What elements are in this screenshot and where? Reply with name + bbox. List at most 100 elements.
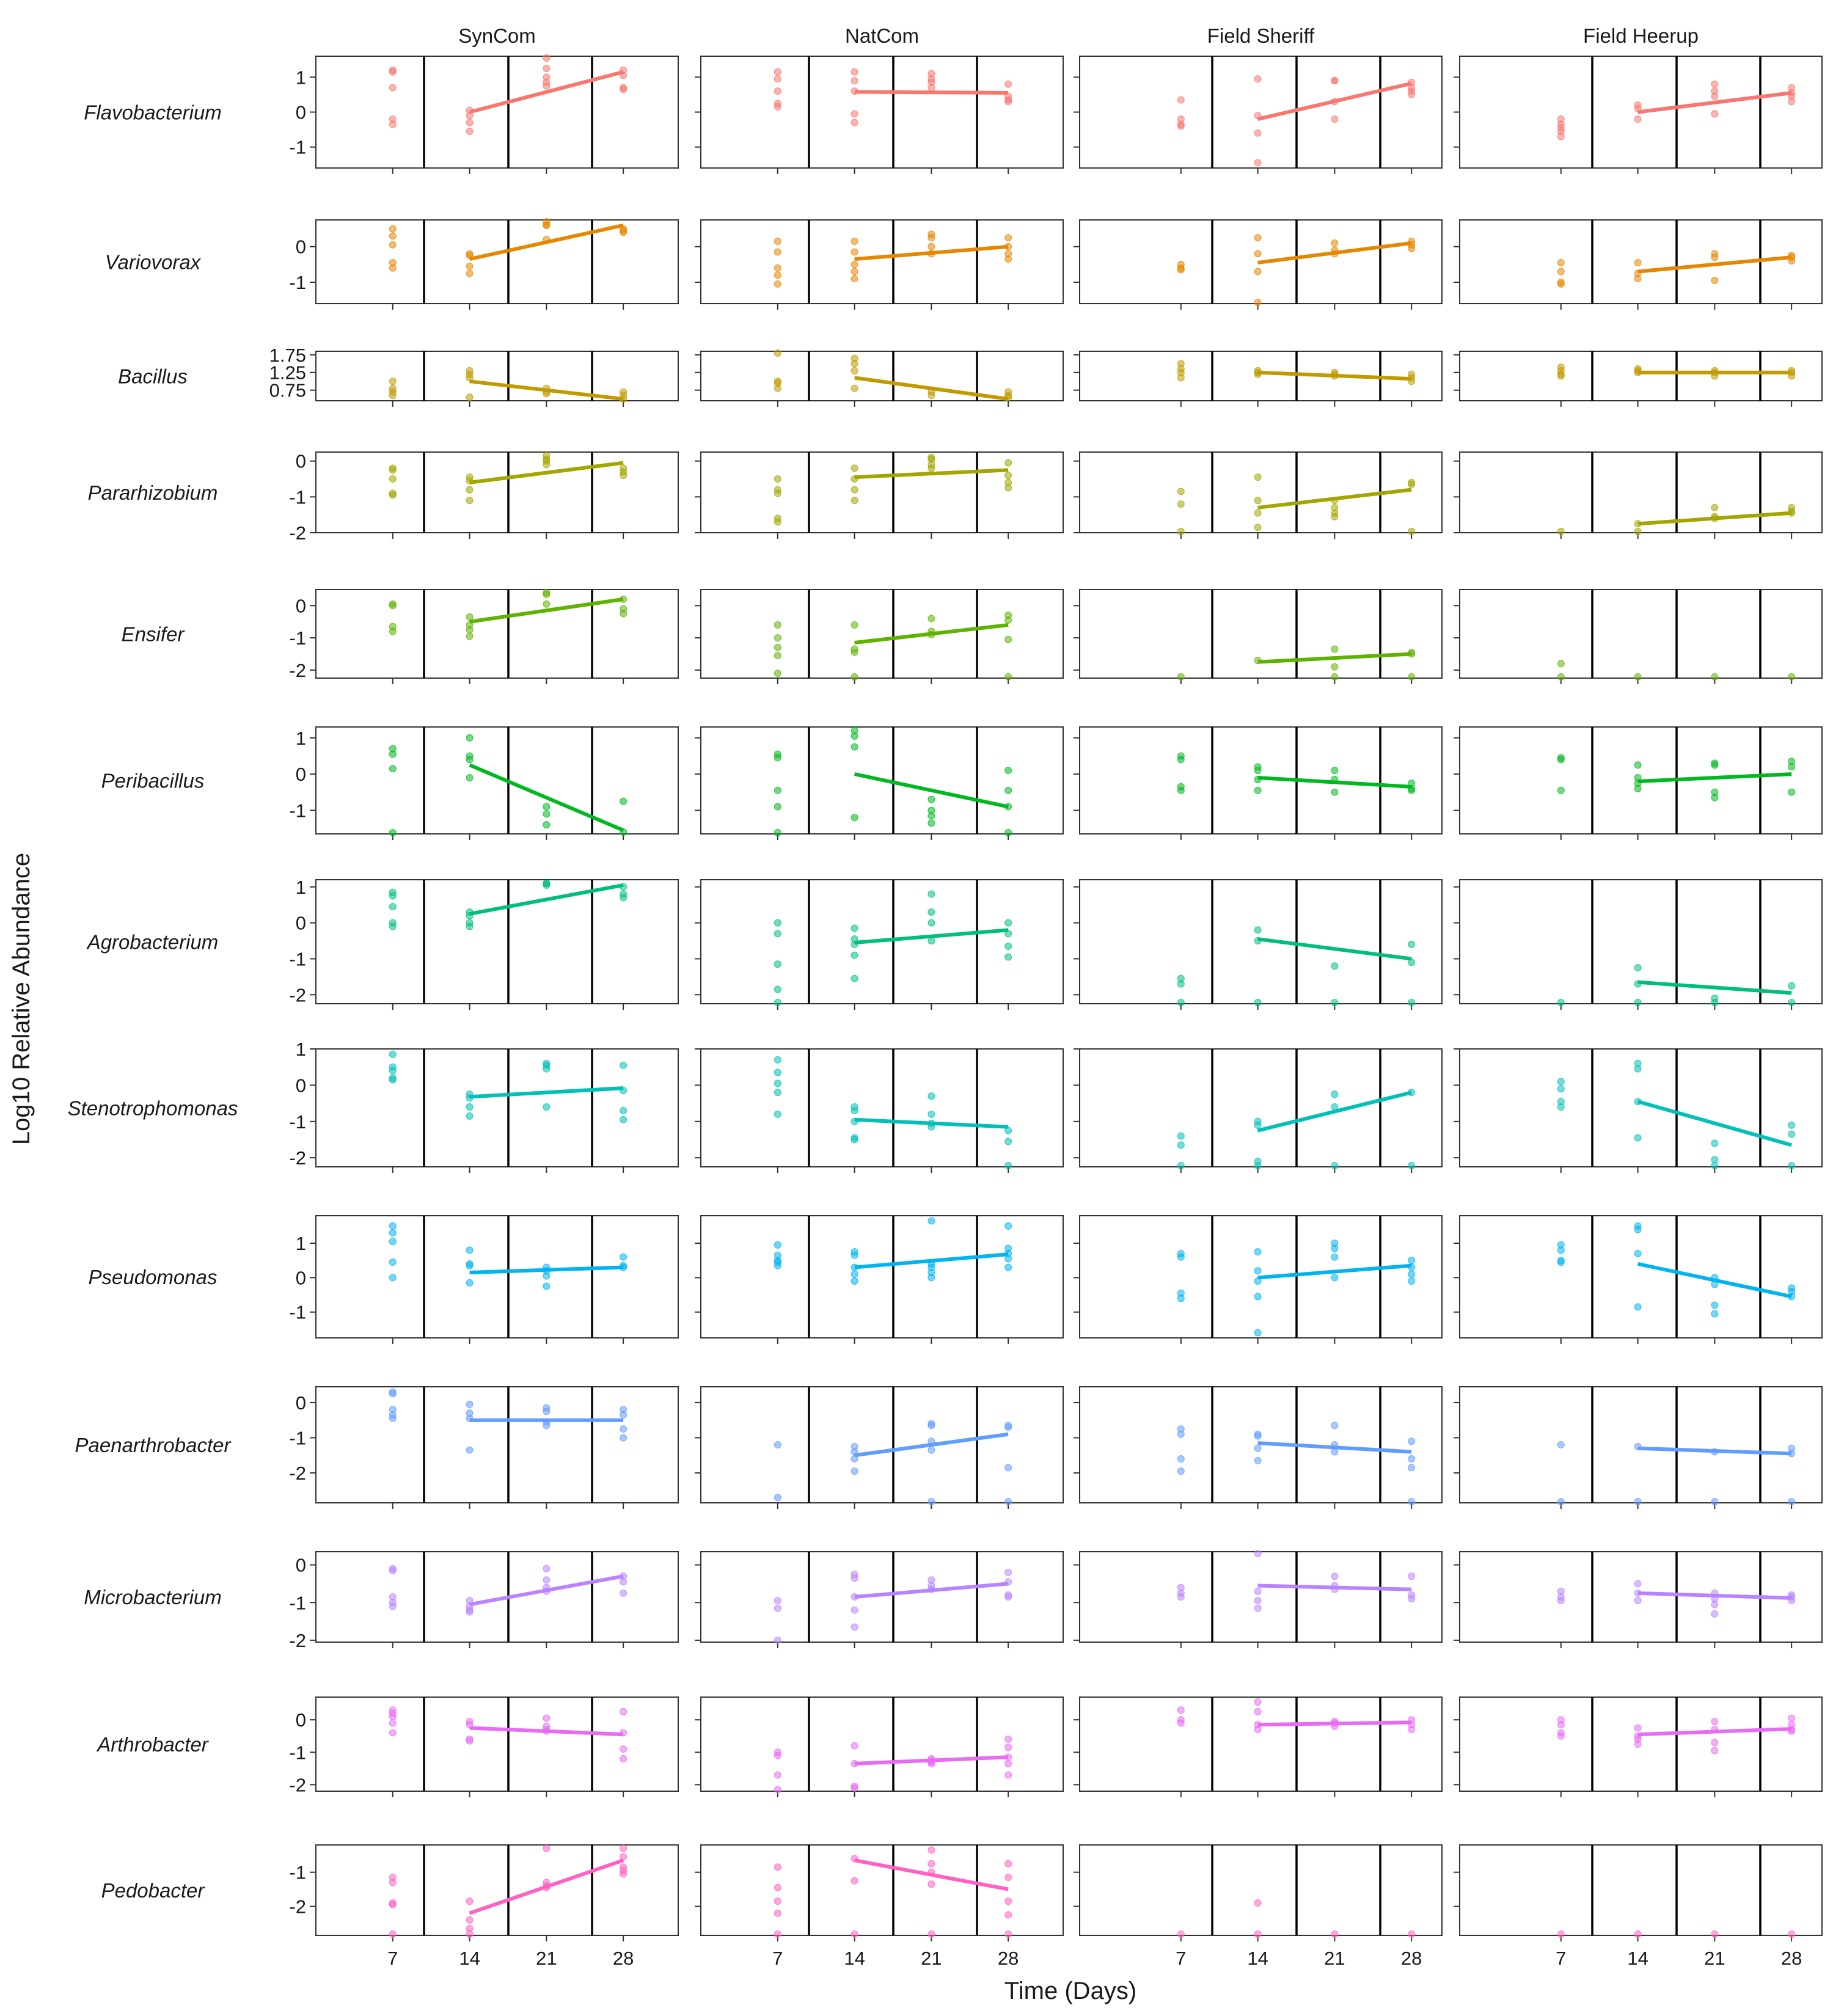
trend-line xyxy=(1257,81,1412,121)
data-point xyxy=(620,797,627,805)
data-point xyxy=(466,1400,474,1408)
data-point xyxy=(1634,1249,1642,1257)
data-point xyxy=(466,1246,474,1254)
data-point xyxy=(851,248,858,256)
data-point xyxy=(1711,1498,1719,1505)
data-point xyxy=(466,1737,474,1745)
panel-pedobacter-syncom xyxy=(315,1844,679,1941)
row-arthrobacter: Arthrobacter -2 -1 0 xyxy=(96,1696,1823,1797)
data-point xyxy=(1004,1498,1012,1505)
data-point xyxy=(851,648,858,656)
data-point xyxy=(1634,784,1642,792)
data-point xyxy=(1177,1719,1185,1727)
panel-border xyxy=(700,589,1064,679)
data-point xyxy=(1004,919,1012,927)
data-point xyxy=(1711,92,1719,100)
data-point xyxy=(1254,1597,1262,1605)
data-point xyxy=(620,1116,627,1123)
panel-peribacillus-field-heerup xyxy=(1454,726,1823,840)
data-point xyxy=(1634,1303,1642,1311)
data-point xyxy=(1788,1930,1796,1938)
data-point xyxy=(927,234,935,242)
data-point xyxy=(1408,1595,1416,1603)
trend-line xyxy=(1637,1727,1792,1737)
data-point xyxy=(1254,524,1262,531)
data-point xyxy=(1331,1090,1339,1098)
data-point xyxy=(1004,829,1012,836)
panel-border xyxy=(700,1551,1064,1643)
panel-microbacterium-field-sheriff xyxy=(1074,1550,1443,1648)
panel-peribacillus-syncom xyxy=(315,726,679,840)
data-point xyxy=(1634,1930,1642,1938)
data-point xyxy=(851,1606,858,1614)
data-point xyxy=(1004,1162,1012,1169)
data-point xyxy=(927,615,935,623)
panel-paenarthrobacter-field-sheriff xyxy=(1074,1386,1443,1509)
data-point xyxy=(1788,1162,1796,1169)
trend-line xyxy=(854,1755,1009,1766)
row-label-stenotrophomonas: Stenotrophomonas xyxy=(68,1097,238,1120)
row-label-peribacillus: Peribacillus xyxy=(101,770,205,792)
data-point xyxy=(543,461,551,469)
data-point xyxy=(774,786,781,794)
y-tick-label: -1 xyxy=(289,1592,306,1613)
panel-border xyxy=(315,219,679,304)
data-point xyxy=(927,908,935,916)
data-point xyxy=(389,1879,397,1886)
data-point xyxy=(1711,110,1719,118)
panel-border xyxy=(700,1386,1064,1503)
x-tick-label: 28 xyxy=(1401,1948,1422,1969)
data-point xyxy=(1004,1911,1012,1919)
data-point xyxy=(1177,999,1185,1006)
trend-line xyxy=(854,623,1009,645)
data-point xyxy=(543,1565,551,1572)
y-tick-label: 0 xyxy=(296,764,306,785)
row-label-bacillus: Bacillus xyxy=(118,365,188,388)
trend-line xyxy=(1257,1090,1412,1133)
panel-paenarthrobacter-field-heerup xyxy=(1454,1386,1823,1509)
data-point xyxy=(774,621,781,629)
data-point xyxy=(1177,1706,1185,1714)
data-point xyxy=(466,374,474,382)
data-point xyxy=(1254,299,1262,306)
data-point xyxy=(1711,1301,1719,1309)
panel-border xyxy=(1079,589,1443,679)
data-point xyxy=(774,518,781,526)
panel-border xyxy=(315,1215,679,1339)
data-point xyxy=(774,75,781,83)
data-point xyxy=(389,264,397,272)
row-label-pararhizobium: Pararhizobium xyxy=(88,481,218,504)
data-point xyxy=(851,77,858,85)
data-point xyxy=(1254,1930,1262,1938)
data-point xyxy=(620,86,627,93)
data-point xyxy=(620,1578,627,1586)
row-label-pedobacter: Pedobacter xyxy=(101,1879,206,1902)
data-point xyxy=(1557,1078,1565,1086)
data-point xyxy=(543,54,551,62)
data-point xyxy=(851,1136,858,1144)
data-point xyxy=(543,1422,551,1430)
trend-line xyxy=(469,379,624,401)
data-point xyxy=(1557,756,1565,764)
data-point xyxy=(1254,1444,1262,1452)
row-bacillus: Bacillus 0.751.251.75 xyxy=(118,345,1823,407)
panel-ensifer-field-heerup xyxy=(1454,589,1823,684)
data-point xyxy=(1004,1423,1012,1431)
data-point xyxy=(1408,1930,1416,1938)
panel-microbacterium-field-heerup xyxy=(1454,1551,1823,1648)
y-tick-label: 0 xyxy=(296,451,306,472)
data-point xyxy=(466,626,474,634)
data-point xyxy=(1177,1467,1185,1475)
data-point xyxy=(389,1274,397,1282)
data-point xyxy=(927,464,935,472)
data-point xyxy=(927,1110,935,1118)
row-label-pseudomonas: Pseudomonas xyxy=(89,1266,218,1288)
data-point xyxy=(466,127,474,135)
x-tick-label: 7 xyxy=(1176,1948,1186,1969)
data-point xyxy=(1634,999,1642,1006)
data-point xyxy=(1408,1437,1416,1445)
data-point xyxy=(1634,115,1642,123)
trend-line xyxy=(469,1858,624,1915)
trend-line xyxy=(854,1858,1009,1891)
data-point xyxy=(1634,1740,1642,1748)
